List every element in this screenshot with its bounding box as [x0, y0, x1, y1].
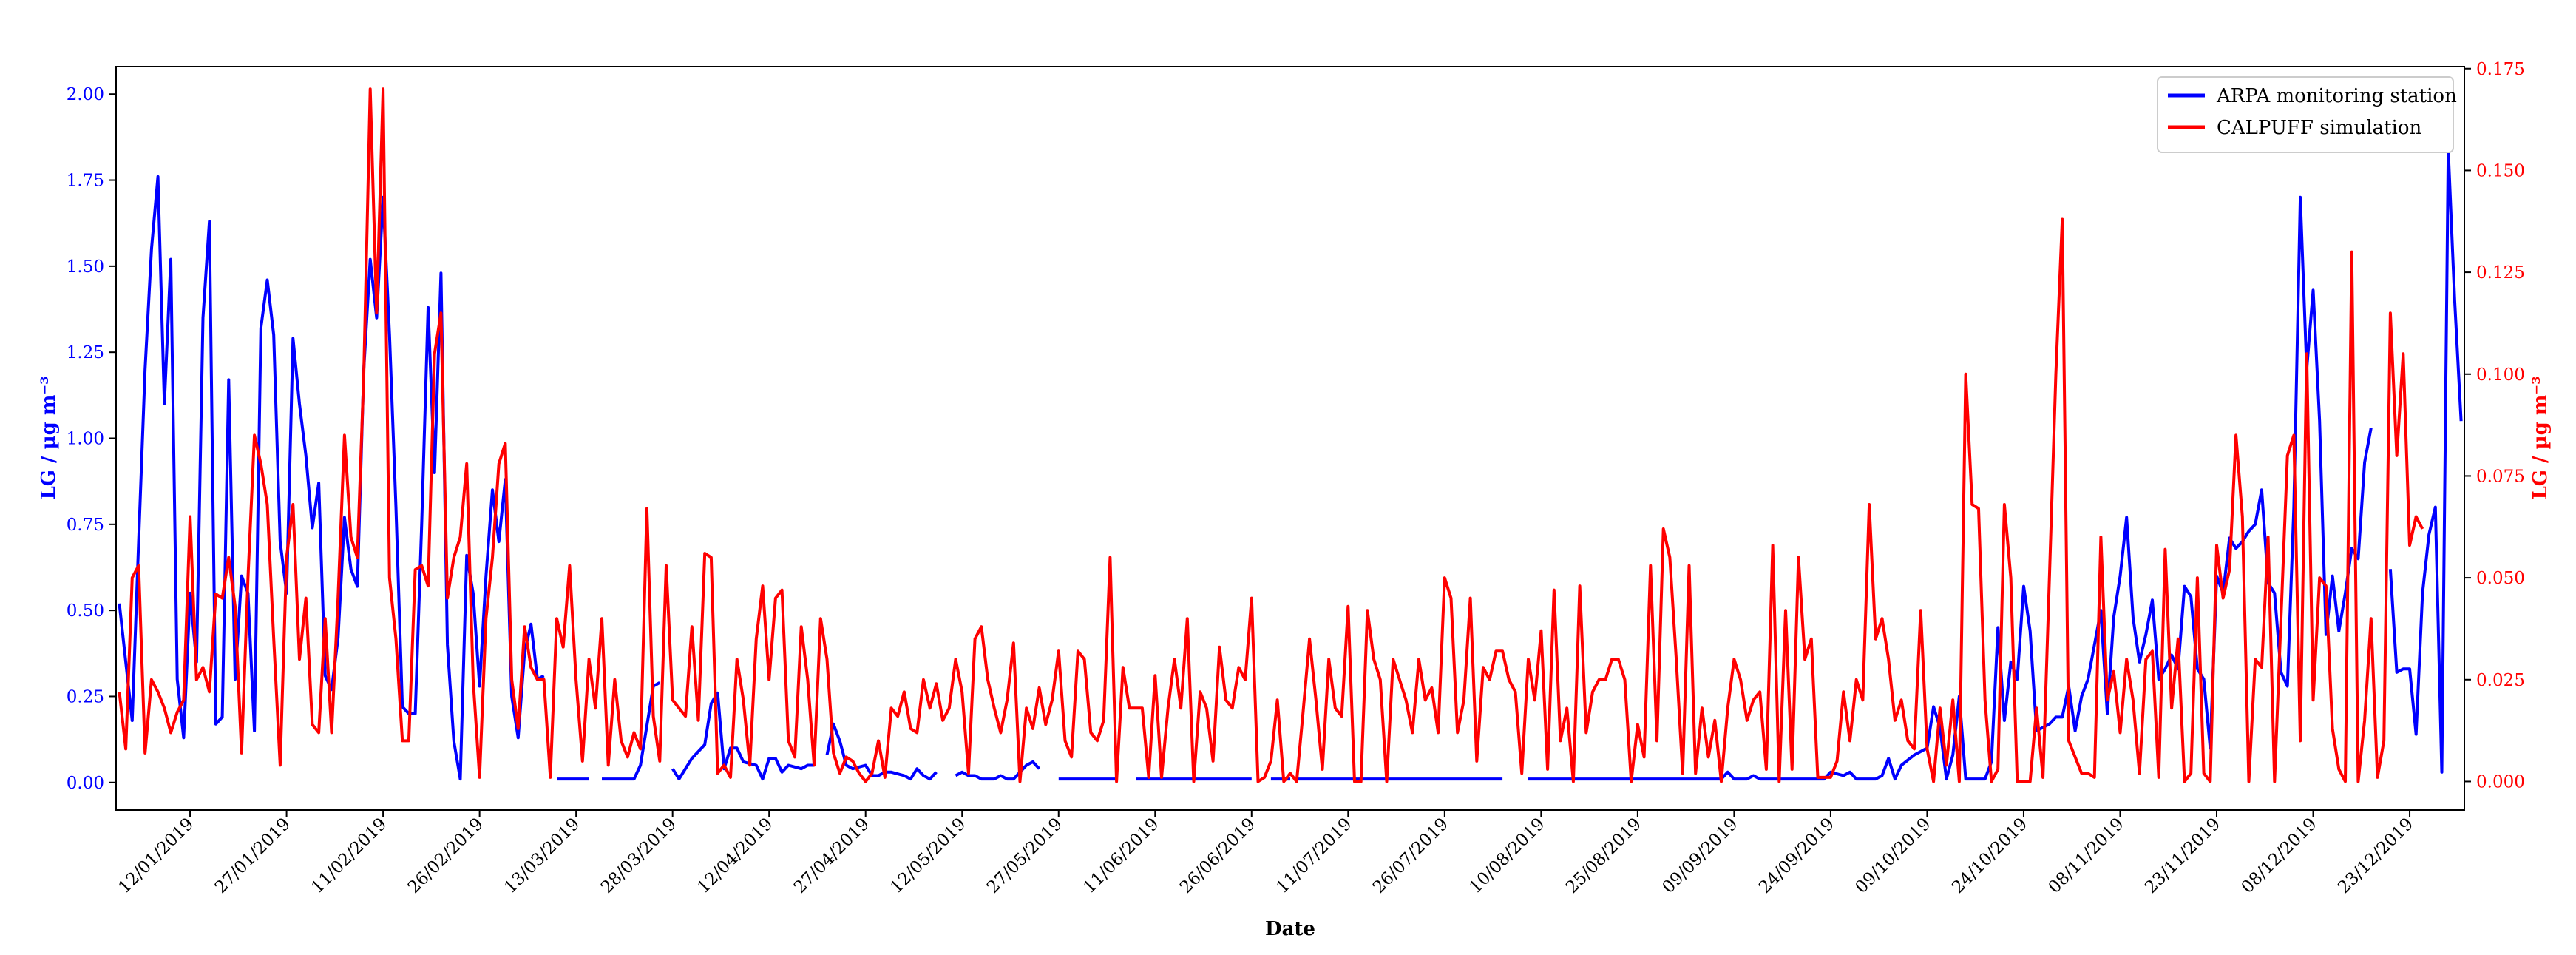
right-tick-label: 0.000 — [2476, 772, 2525, 792]
right-tick-label: 0.125 — [2476, 263, 2525, 283]
right-tick-label: 0.075 — [2476, 467, 2525, 486]
x-tick-label: 26/07/2019 — [1369, 814, 1452, 897]
series-1-segment — [825, 722, 938, 781]
x-tick-label: 09/09/2019 — [1659, 814, 1742, 897]
x-tick-label: 26/06/2019 — [1176, 814, 1259, 897]
x-tick-label: 23/12/2019 — [2334, 814, 2417, 897]
left-y-axis-title: LG / µg m⁻³ — [38, 377, 60, 500]
x-tick-label: 08/12/2019 — [2238, 814, 2321, 897]
series-1-segment — [671, 691, 815, 781]
x-tick-label: 24/10/2019 — [1948, 814, 2031, 897]
x-tick-label: 12/01/2019 — [115, 814, 197, 897]
series-1-segment — [1528, 195, 2373, 781]
left-tick-label: 0.25 — [67, 687, 104, 706]
legend: ARPA monitoring station CALPUFF simulati… — [2157, 76, 2457, 153]
x-axis: 12/01/2019 27/01/2019 11/02/2019 26/02/2019… — [115, 810, 2417, 897]
x-tick-label: 13/03/2019 — [501, 814, 583, 897]
right-tick-label: 0.175 — [2476, 60, 2525, 79]
plot-area — [116, 67, 2464, 810]
x-tick-label: 09/10/2019 — [1852, 814, 1935, 897]
right-tick-label: 0.100 — [2476, 365, 2525, 385]
series-1-segment — [118, 175, 545, 781]
legend-box — [2157, 76, 2454, 153]
series-1-segment — [602, 681, 661, 781]
x-tick-label: 25/08/2019 — [1562, 814, 1645, 897]
right-y-axis: 0.000 0.025 0.050 0.075 0.100 0.125 0.150 0.175 — [2464, 60, 2525, 792]
left-tick-label: 1.75 — [67, 172, 104, 191]
right-tick-label: 0.025 — [2476, 671, 2525, 690]
series-2-line — [118, 87, 2424, 783]
left-tick-label: 0.50 — [67, 601, 104, 621]
x-tick-label: 11/02/2019 — [308, 814, 390, 897]
x-tick-label: 24/09/2019 — [1755, 814, 1838, 897]
legend-label-arpa: ARPA monitoring station — [2216, 85, 2457, 107]
x-tick-label: 28/03/2019 — [597, 814, 680, 897]
left-tick-label: 0.00 — [67, 774, 104, 793]
legend-label-calpuff: CALPUFF simulation — [2217, 117, 2422, 139]
series-1-segment — [955, 760, 1041, 781]
x-tick-label: 11/07/2019 — [1272, 814, 1355, 897]
left-tick-label: 2.00 — [67, 85, 104, 104]
left-tick-label: 0.75 — [67, 516, 104, 535]
right-tick-label: 0.050 — [2476, 569, 2525, 588]
x-tick-label: 23/11/2019 — [2141, 814, 2224, 897]
x-tick-label: 27/01/2019 — [211, 814, 294, 897]
x-tick-label: 27/04/2019 — [790, 814, 873, 897]
x-axis-title: Date — [1265, 918, 1315, 940]
x-tick-label: 12/05/2019 — [887, 814, 969, 897]
series-1-segment — [2388, 147, 2463, 774]
series-layer — [118, 87, 2463, 783]
x-tick-label: 12/04/2019 — [694, 814, 776, 897]
left-tick-label: 1.25 — [67, 343, 104, 362]
x-tick-label: 10/08/2019 — [1466, 814, 1549, 897]
series-1-line — [118, 147, 2463, 781]
left-tick-label: 1.50 — [67, 257, 104, 277]
right-y-axis-title: LG / µg m⁻³ — [2529, 377, 2552, 500]
left-tick-label: 1.00 — [67, 430, 104, 449]
x-tick-label: 26/02/2019 — [404, 814, 487, 897]
x-tick-label: 08/11/2019 — [2045, 814, 2128, 897]
left-y-axis: 0.00 0.25 0.50 0.75 1.00 1.25 1.50 1.75 2.00 — [67, 85, 116, 793]
series-2-segment — [118, 87, 2424, 783]
x-tick-label: 11/06/2019 — [1079, 814, 1162, 897]
x-tick-label: 27/05/2019 — [983, 814, 1066, 897]
right-tick-label: 0.150 — [2476, 161, 2525, 180]
